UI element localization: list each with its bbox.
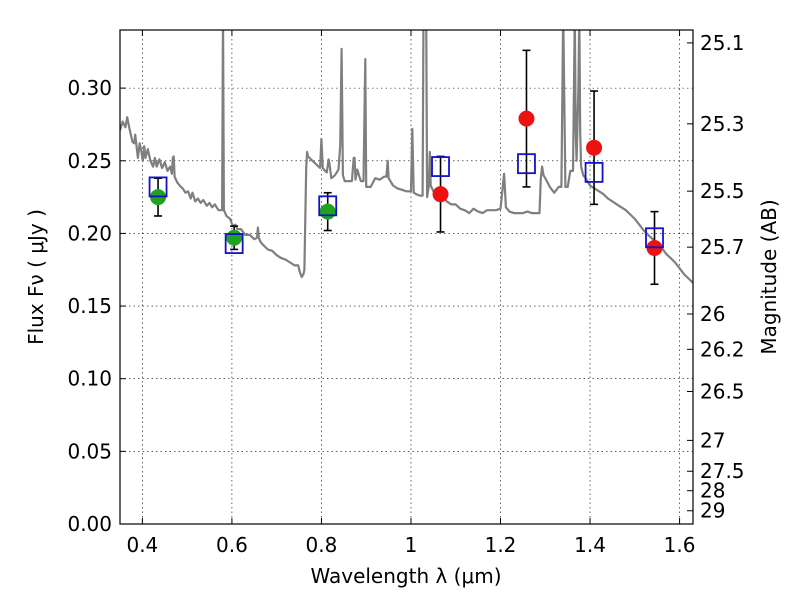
right-tick-label: 25.7 (700, 235, 745, 259)
y-tick-label: 0.25 (67, 149, 112, 173)
model-box (431, 156, 450, 177)
y-tick-label: 0.30 (67, 76, 112, 100)
right-tick-label: 26.2 (700, 337, 745, 361)
right-tick-label: 29 (700, 499, 725, 523)
x-tick-label: 1.2 (485, 533, 517, 557)
x-tick-label: 1.6 (664, 533, 696, 557)
observed-point (226, 229, 243, 246)
plot-background (120, 30, 693, 524)
observed-point (319, 203, 336, 220)
y-tick-label: 0.00 (67, 512, 112, 536)
right-axis-title: Magnitude (AB) (757, 199, 781, 354)
x-tick-label: 1 (405, 533, 418, 557)
model-box (645, 227, 664, 249)
model-box (517, 153, 536, 175)
model-box (148, 176, 168, 198)
y-tick-label: 0.20 (67, 221, 112, 245)
y-tick-label: 0.15 (67, 294, 112, 318)
x-tick-label: 0.4 (126, 533, 158, 557)
sed-curve (120, 30, 693, 284)
grid (120, 30, 693, 525)
right-tick-label: 25.1 (700, 31, 745, 55)
model-box (318, 195, 338, 217)
plot-frame (119, 29, 694, 525)
right-tick-label: 25.5 (700, 179, 745, 203)
x-tick-label: 0.6 (216, 533, 248, 557)
x-axis-title: Wavelength λ (μm) (310, 564, 501, 588)
y-tick-label: 0.05 (67, 439, 112, 463)
right-tick-label: 27.5 (700, 459, 745, 483)
model-box (584, 161, 604, 183)
right-tick-label: 25.3 (700, 112, 745, 136)
right-tick-label: 26 (700, 302, 725, 326)
observed-point (586, 139, 603, 156)
x-tick-label: 0.8 (306, 533, 338, 557)
x-tick-label: 1.4 (574, 533, 606, 557)
observed-point (518, 110, 535, 127)
model-box (224, 233, 244, 254)
right-tick-label: 26.5 (700, 379, 745, 403)
right-tick-label: 28 (700, 479, 725, 503)
y-axis-title: Flux Fν ( μJy ) (24, 209, 48, 345)
observed-point (432, 186, 449, 203)
y-tick-label: 0.10 (67, 367, 112, 391)
right-tick-label: 27 (700, 428, 725, 452)
data-layer (120, 30, 693, 286)
ticks: 0.4 0.6 0.8 1 1.2 1.4 1.6 0.00 0.05 0.10 0.15 0.20 0… (67, 30, 745, 557)
